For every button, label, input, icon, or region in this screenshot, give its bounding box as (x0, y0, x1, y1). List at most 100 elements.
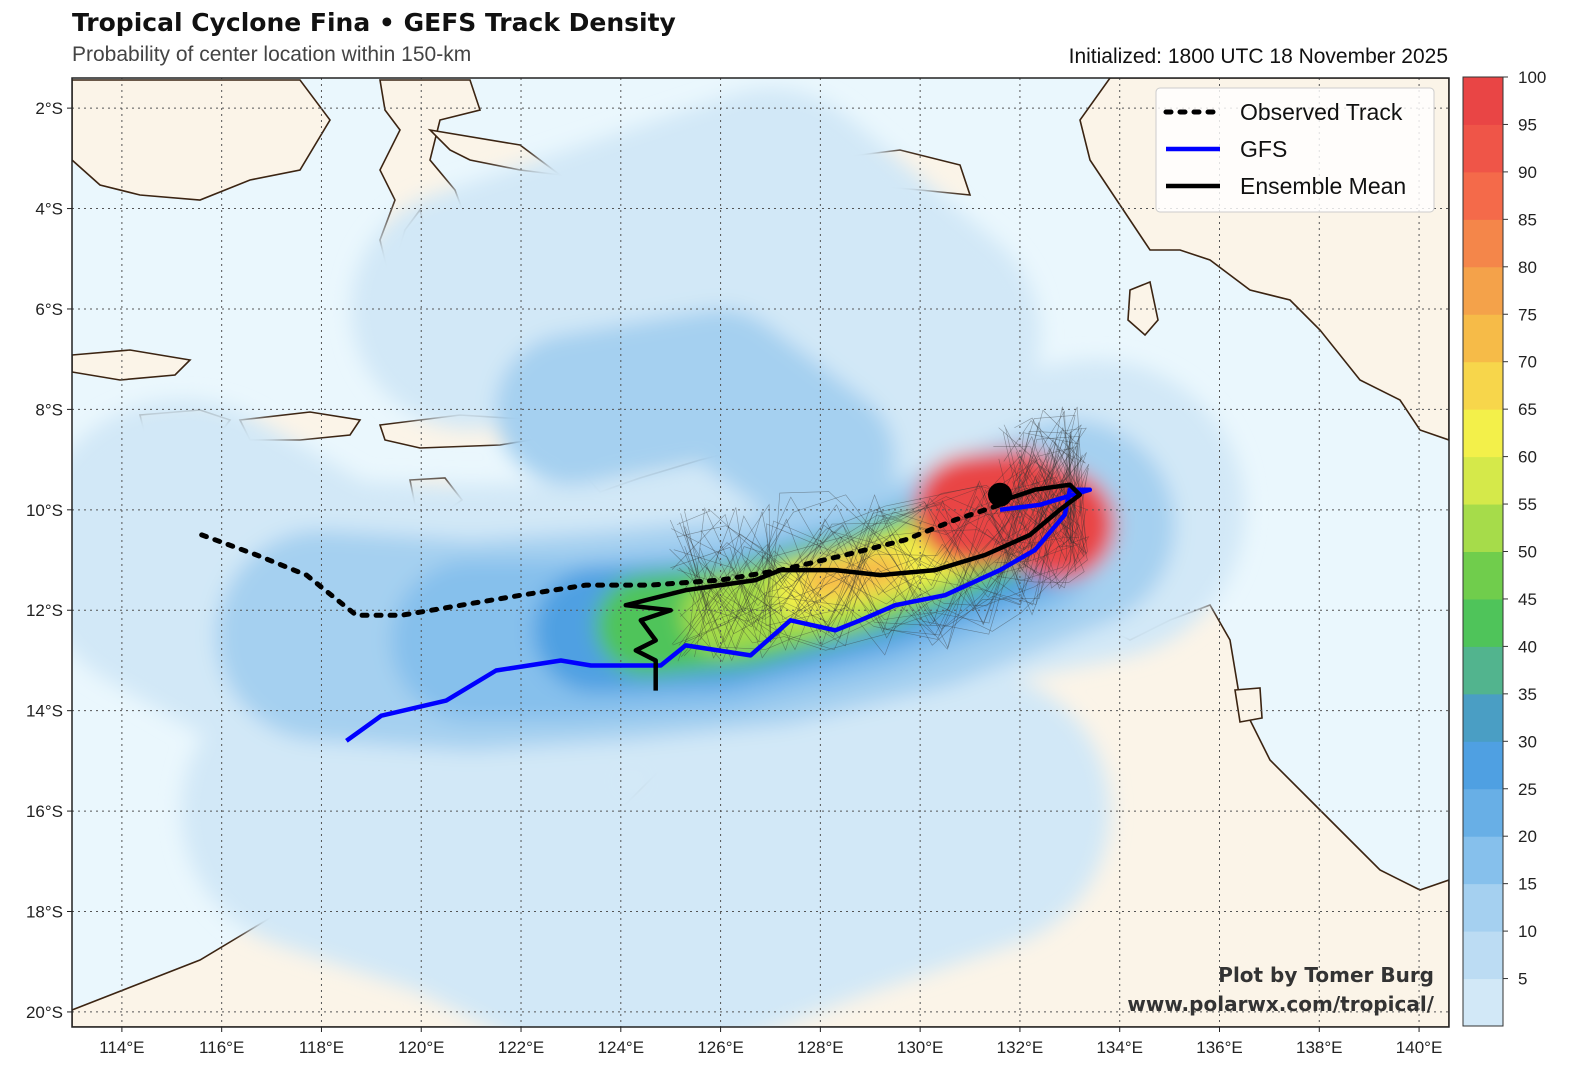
member-track-9 (679, 417, 1077, 626)
colorbar-tick-label: 60 (1518, 448, 1537, 467)
colorbar-tick-label: 25 (1518, 780, 1537, 799)
member-track-1 (683, 406, 1079, 657)
member-track-29 (676, 424, 1082, 649)
lat-tick-label: 8°S (35, 400, 63, 419)
credit-author: Plot by Tomer Burg (1218, 963, 1434, 987)
legend-label-observed: Observed Track (1240, 99, 1403, 125)
lon-tick-label: 122°E (498, 1038, 545, 1057)
colorbar-segment-100 (1463, 77, 1503, 125)
colorbar-segment-15 (1463, 883, 1503, 932)
member-track-26 (671, 480, 1078, 643)
colorbar-tick-label: 35 (1518, 685, 1537, 704)
lat-tick-label: 2°S (35, 99, 63, 118)
current-position-marker (987, 482, 1012, 507)
colorbar-segment-70 (1463, 361, 1503, 410)
colorbar-segment-10 (1463, 931, 1503, 980)
lon-tick-label: 134°E (1096, 1038, 1143, 1057)
lat-tick-label: 6°S (35, 300, 63, 319)
member-track-10 (680, 444, 1081, 638)
member-track-32 (684, 436, 1080, 650)
density-band-4 (495, 309, 896, 535)
member-track-3 (676, 410, 1070, 626)
lon-tick-label: 116°E (199, 1038, 244, 1057)
lat-tick-label: 18°S (26, 903, 63, 922)
colorbar-tick-label: 20 (1518, 827, 1537, 846)
member-track-33 (699, 432, 1080, 639)
colorbar-tick-label: 30 (1518, 732, 1537, 751)
colorbar-tick-label: 15 (1518, 875, 1537, 894)
colorbar-tick-label: 85 (1518, 210, 1537, 229)
colorbar-tick-label: 100 (1518, 68, 1546, 87)
member-track-24 (683, 446, 1085, 644)
lon-tick-label: 118°E (299, 1038, 344, 1057)
colorbar-tick-label: 65 (1518, 400, 1537, 419)
colorbar-segment-55 (1463, 504, 1503, 552)
legend-label-ensemble: Ensemble Mean (1240, 173, 1406, 199)
lon-tick-label: 114°E (99, 1038, 144, 1057)
lat-tick-label: 4°S (35, 200, 63, 219)
colorbar-segment-20 (1463, 836, 1503, 885)
colorbar-tick-label: 90 (1518, 163, 1537, 182)
colorbar-segment-75 (1463, 314, 1503, 363)
colorbar-segment-90 (1463, 171, 1503, 220)
graticule (72, 78, 1449, 1027)
legend: Observed Track GFS Ensemble Mean (1155, 87, 1435, 213)
lon-tick-label: 140°E (1396, 1038, 1443, 1057)
chart-subtitle: Probability of center location within 15… (72, 43, 472, 66)
colorbar-segment-60 (1463, 456, 1503, 505)
lon-tick-label: 126°E (697, 1038, 744, 1057)
lat-tick-label: 12°S (26, 601, 63, 620)
colorbar-tick-label: 55 (1518, 495, 1537, 514)
legend-box (1155, 87, 1435, 213)
member-track-19 (698, 496, 1076, 643)
credit-url: www.polarwx.com/tropical/ (1127, 992, 1434, 1016)
colorbar-segment-95 (1463, 124, 1503, 173)
member-track-22 (687, 482, 1072, 650)
initialized-time: Initialized: 1800 UTC 18 November 2025 (1068, 45, 1448, 68)
lon-tick-label: 124°E (598, 1038, 645, 1057)
colorbar-tick-label: 5 (1518, 970, 1527, 989)
lon-tick-label: 132°E (997, 1038, 1044, 1057)
member-track-30 (669, 487, 1085, 662)
ensemble-mean-line (623, 482, 1083, 691)
member-track-12 (685, 409, 1082, 634)
axis-ticks: 114°E 116°E 118°E 120°E 122°E 124°E 126°E 128°E… (26, 99, 1442, 1057)
colorbar-tick-label: 40 (1518, 637, 1537, 656)
member-track-39 (678, 442, 1075, 646)
member-track-0 (700, 433, 1071, 644)
density-band-10 (802, 552, 904, 599)
colorbar-tick-label: 70 (1518, 353, 1537, 372)
lon-tick-label: 130°E (897, 1038, 944, 1057)
observed-track-line (199, 502, 1003, 618)
colorbar-segment-25 (1463, 788, 1503, 837)
land-borneo (72, 79, 331, 201)
density-band-2 (181, 671, 1111, 1027)
member-track-38 (697, 454, 1083, 634)
legend-label-gfs: GFS (1240, 136, 1287, 162)
colorbar-segment-65 (1463, 409, 1503, 458)
member-track-5 (698, 420, 1076, 605)
colorbar-segment-85 (1463, 219, 1503, 268)
colorbar-tick-label: 45 (1518, 590, 1537, 609)
colorbar-tick-label: 75 (1518, 305, 1537, 324)
member-track-16 (672, 427, 1088, 648)
member-track-17 (679, 458, 1089, 626)
colorbar-segment-80 (1463, 266, 1503, 315)
land-groote (1234, 687, 1263, 723)
member-track-27 (671, 434, 1072, 650)
colorbar-segment-45 (1463, 598, 1503, 647)
map-frame (71, 77, 1450, 1028)
member-track-11 (700, 481, 1080, 651)
colorbar-tick-label: 10 (1518, 922, 1537, 941)
member-track-36 (684, 482, 1080, 656)
lon-tick-label: 120°E (398, 1038, 445, 1057)
colorbar-segment-40 (1463, 646, 1503, 695)
density-band-1 (351, 88, 1041, 455)
lat-tick-label: 20°S (26, 1003, 63, 1022)
land-java (72, 349, 192, 381)
member-track-2 (679, 454, 1081, 663)
member-track-6 (684, 424, 1087, 624)
member-track-31 (680, 440, 1086, 658)
member-track-8 (676, 455, 1071, 647)
